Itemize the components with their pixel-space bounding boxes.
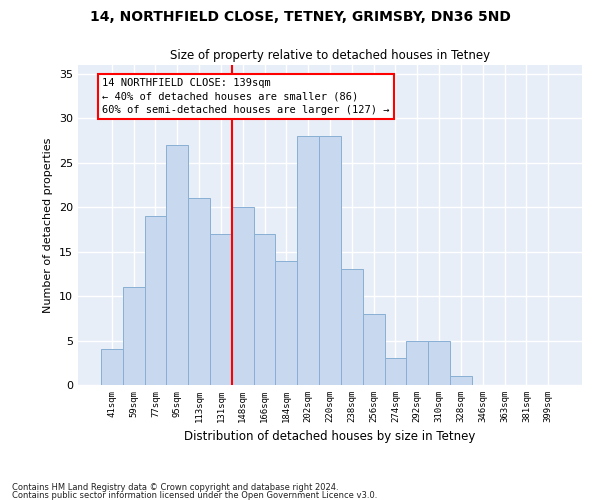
- Bar: [297, 136, 319, 385]
- Bar: [385, 358, 406, 385]
- Bar: [232, 207, 254, 385]
- Bar: [341, 270, 363, 385]
- Bar: [166, 145, 188, 385]
- Text: Contains HM Land Registry data © Crown copyright and database right 2024.: Contains HM Land Registry data © Crown c…: [12, 484, 338, 492]
- Y-axis label: Number of detached properties: Number of detached properties: [43, 138, 53, 312]
- Bar: [275, 260, 297, 385]
- Bar: [363, 314, 385, 385]
- Bar: [254, 234, 275, 385]
- Text: 14 NORTHFIELD CLOSE: 139sqm
← 40% of detached houses are smaller (86)
60% of sem: 14 NORTHFIELD CLOSE: 139sqm ← 40% of det…: [102, 78, 389, 114]
- Bar: [123, 287, 145, 385]
- Bar: [450, 376, 472, 385]
- Bar: [319, 136, 341, 385]
- X-axis label: Distribution of detached houses by size in Tetney: Distribution of detached houses by size …: [184, 430, 476, 444]
- Bar: [145, 216, 166, 385]
- Bar: [101, 350, 123, 385]
- Bar: [188, 198, 210, 385]
- Bar: [428, 340, 450, 385]
- Text: 14, NORTHFIELD CLOSE, TETNEY, GRIMSBY, DN36 5ND: 14, NORTHFIELD CLOSE, TETNEY, GRIMSBY, D…: [89, 10, 511, 24]
- Text: Contains public sector information licensed under the Open Government Licence v3: Contains public sector information licen…: [12, 490, 377, 500]
- Bar: [406, 340, 428, 385]
- Bar: [210, 234, 232, 385]
- Title: Size of property relative to detached houses in Tetney: Size of property relative to detached ho…: [170, 50, 490, 62]
